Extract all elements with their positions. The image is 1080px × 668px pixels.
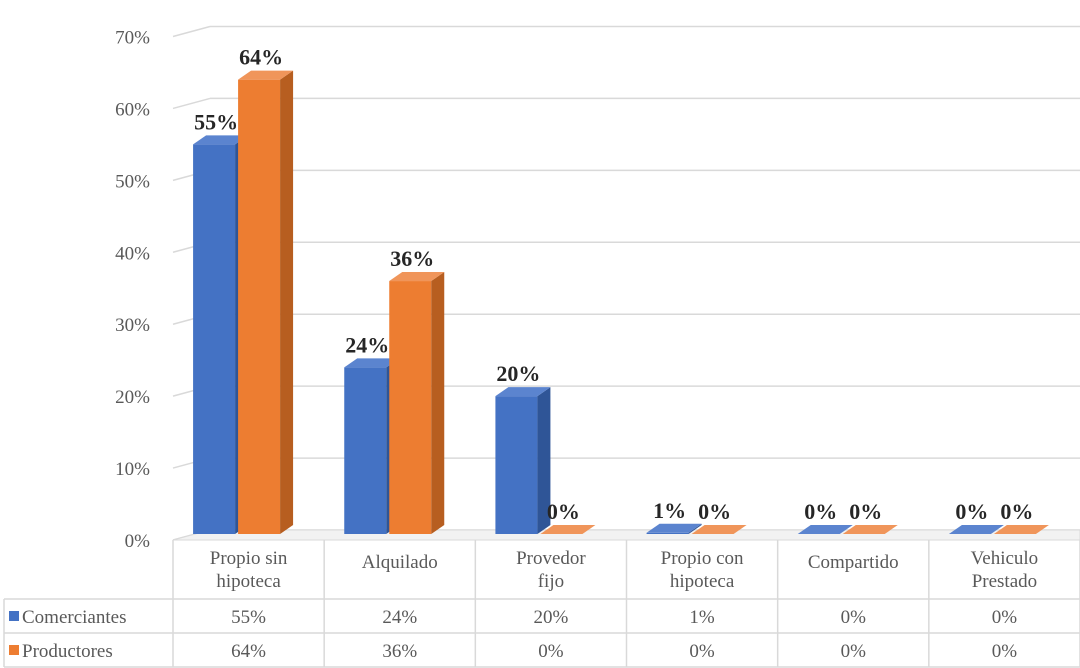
category-label: hipoteca — [670, 571, 735, 592]
bar-comerciantes-front — [646, 532, 689, 534]
bar-comerciantes-front — [193, 144, 236, 534]
data-label: 24% — [345, 332, 389, 357]
table-cell: 55% — [231, 607, 266, 628]
category-label: fijo — [538, 571, 564, 592]
data-label: 0% — [955, 499, 988, 524]
data-label: 0% — [1000, 499, 1033, 524]
bar-comerciantes-side — [537, 387, 551, 534]
table-cell: 0% — [689, 641, 715, 662]
bar-comerciantes-front — [344, 367, 387, 534]
y-tick-label: 60% — [115, 99, 150, 120]
legend-label-productores: Productores — [22, 641, 113, 662]
y-tick-label: 40% — [115, 243, 150, 264]
bar-comerciantes-top — [495, 387, 551, 397]
data-label: 1% — [653, 498, 686, 523]
category-label: Propio sin — [210, 548, 288, 569]
table-cell: 64% — [231, 641, 266, 662]
category-label: Vehiculo — [971, 548, 1039, 569]
table-cell: 1% — [689, 607, 715, 628]
bar-productores-top — [842, 525, 898, 534]
data-label: 0% — [698, 499, 731, 524]
data-label: 0% — [547, 499, 580, 524]
category-label: Alquilado — [362, 552, 438, 573]
bar-comerciantes-front — [495, 396, 538, 534]
bar-productores-side — [280, 70, 294, 535]
bar-comerciantes-top — [193, 135, 249, 145]
y-tick-label: 0% — [125, 531, 151, 552]
bar-productores-front — [389, 281, 432, 534]
legend-key-comerciantes — [9, 611, 19, 621]
y-tick-label: 50% — [115, 171, 150, 192]
bar-productores-top — [540, 525, 596, 534]
category-label: hipoteca — [216, 571, 281, 592]
data-label: 55% — [194, 109, 238, 134]
data-labels: 55% 24% 20% 1% 0% 0% 64% 36% 0% 0% 0% 0% — [194, 45, 1033, 524]
data-label: 64% — [239, 45, 283, 70]
table-cell: 0% — [538, 641, 564, 662]
gridline-side — [172, 97, 211, 110]
y-tick-label: 70% — [115, 28, 150, 49]
y-tick-label: 10% — [115, 459, 150, 480]
bar-comerciantes-top — [344, 358, 400, 368]
bar-comerciantes-top — [797, 525, 853, 534]
data-label: 0% — [849, 499, 882, 524]
bar-productores-top — [238, 70, 294, 80]
table-cell: 0% — [841, 607, 867, 628]
category-label: Propio con — [661, 548, 744, 569]
bar-productores-top — [389, 272, 445, 282]
bar-productores-top — [993, 525, 1049, 534]
category-label: Compartido — [808, 552, 899, 573]
legend-key-productores — [9, 645, 19, 655]
table-cell: 20% — [534, 607, 569, 628]
gridlines — [172, 25, 1080, 541]
data-label: 0% — [804, 499, 837, 524]
table-cell: 0% — [841, 641, 867, 662]
bar-comerciantes-side — [688, 523, 702, 534]
bar-productores-top — [691, 525, 747, 534]
gridline-side — [172, 25, 211, 38]
table-cell: 24% — [382, 607, 417, 628]
data-label: 20% — [496, 361, 540, 386]
bar-productores-side — [431, 272, 445, 534]
data-label: 36% — [390, 246, 434, 271]
legend-label-comerciantes: Comerciantes — [22, 607, 126, 628]
table-cell: 36% — [382, 641, 417, 662]
table-cell: 0% — [992, 607, 1018, 628]
bar-comerciantes-top — [948, 525, 1004, 534]
bar-productores-front — [238, 79, 281, 535]
category-label: Prestado — [972, 571, 1037, 592]
bar-comerciantes-top — [646, 523, 702, 533]
y-axis: 0% 10% 20% 30% 40% 50% 60% 70% — [115, 28, 150, 553]
y-tick-label: 20% — [115, 387, 150, 408]
floor — [172, 529, 1080, 541]
category-label: Provedor — [516, 548, 586, 569]
y-tick-label: 30% — [115, 315, 150, 336]
bars — [193, 70, 1049, 535]
table-cell: 0% — [992, 641, 1018, 662]
